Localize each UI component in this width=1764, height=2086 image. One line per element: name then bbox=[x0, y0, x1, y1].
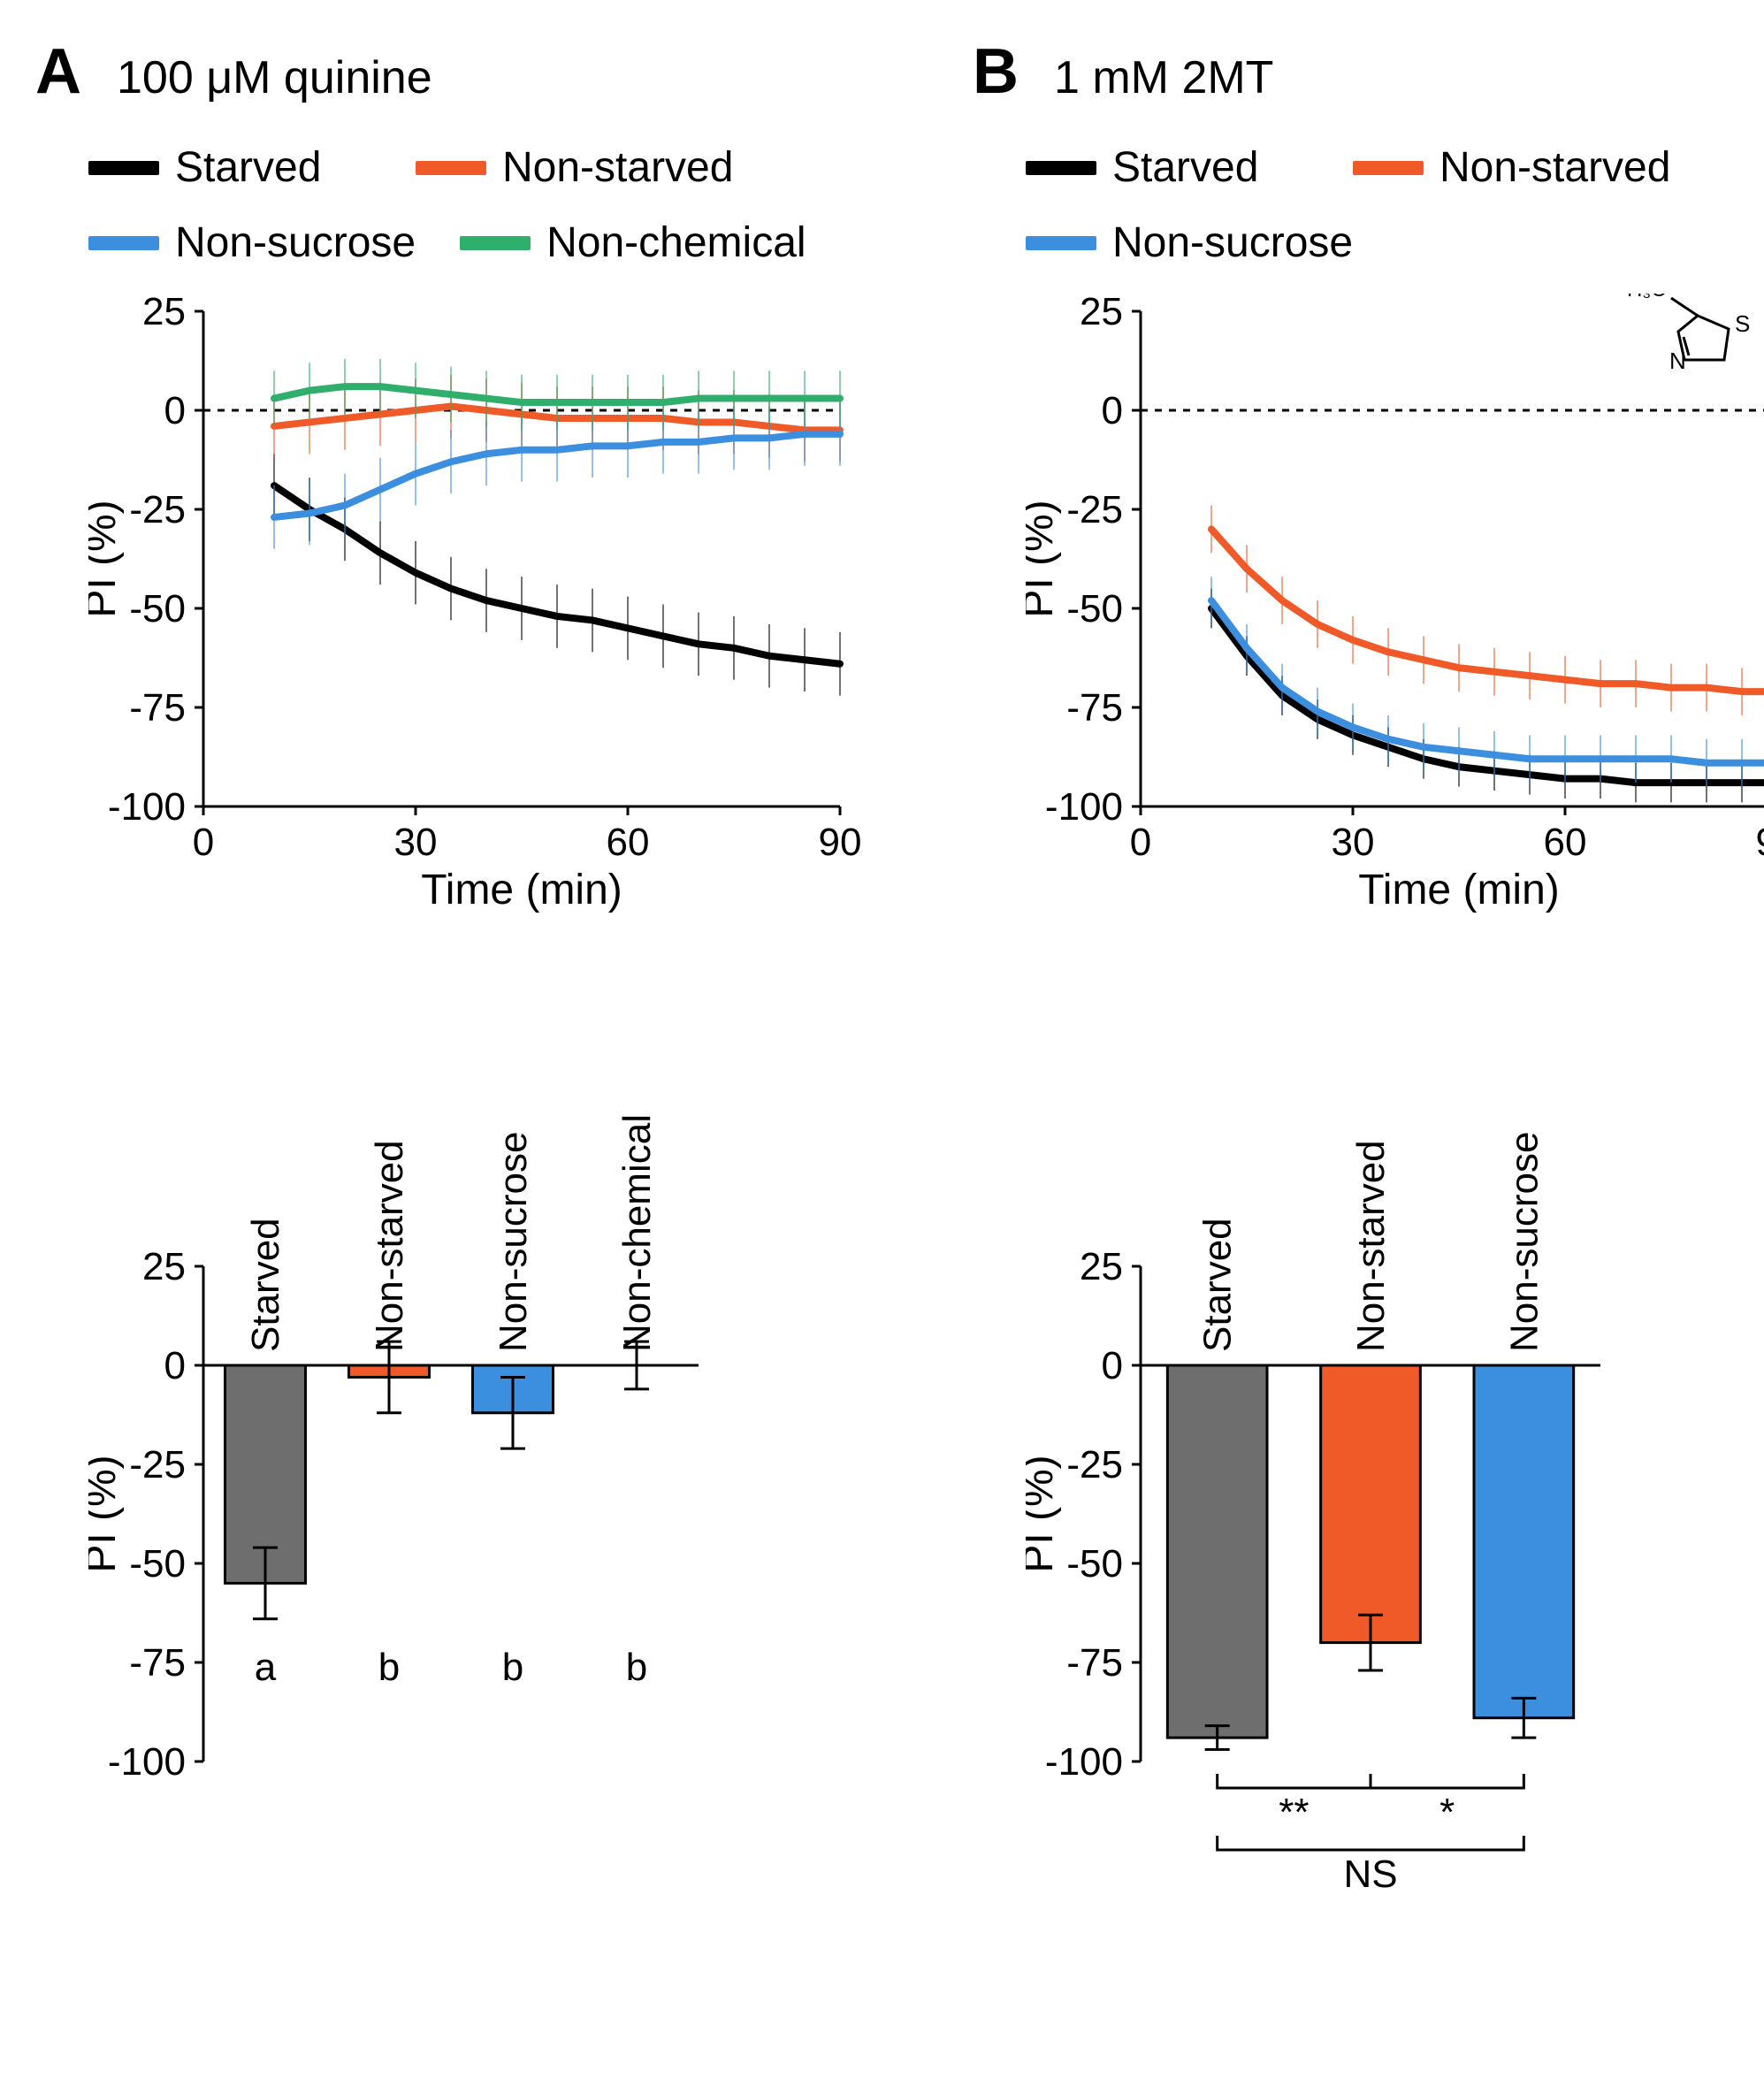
svg-text:-50: -50 bbox=[1066, 587, 1123, 630]
svg-text:-25: -25 bbox=[1066, 1443, 1123, 1486]
svg-text:Starved: Starved bbox=[244, 1218, 287, 1352]
svg-text:0: 0 bbox=[1130, 821, 1151, 864]
legend-swatch bbox=[460, 236, 531, 250]
legend-swatch bbox=[416, 161, 486, 175]
svg-text:Starved: Starved bbox=[1196, 1218, 1240, 1352]
svg-text:-75: -75 bbox=[1066, 686, 1123, 730]
panel-a-letter: A bbox=[35, 35, 81, 108]
legend-item: Non-starved bbox=[416, 143, 733, 192]
svg-text:-50: -50 bbox=[129, 1542, 186, 1586]
legend-swatch bbox=[88, 236, 159, 250]
svg-text:25: 25 bbox=[1080, 294, 1123, 333]
svg-text:**: ** bbox=[1279, 1791, 1309, 1834]
svg-text:PI (%): PI (%) bbox=[1026, 1455, 1062, 1572]
svg-text:-75: -75 bbox=[129, 686, 186, 730]
panel-a-legend: Starved Non-starved Non-sucrose Non-chemica… bbox=[88, 143, 867, 267]
svg-text:PI (%): PI (%) bbox=[88, 500, 125, 617]
svg-text:-50: -50 bbox=[1066, 1542, 1123, 1586]
panel-a-linechart: -100 -75 -50 -25 0 25 0 30 60 90 PI (%) Time (min) bbox=[88, 294, 867, 913]
legend-label: Non-starved bbox=[502, 143, 733, 192]
svg-text:60: 60 bbox=[1544, 821, 1587, 864]
svg-text:Non-chemical: Non-chemical bbox=[615, 1114, 659, 1352]
svg-text:30: 30 bbox=[1332, 821, 1375, 864]
svg-text:0: 0 bbox=[193, 821, 214, 864]
svg-text:NS: NS bbox=[1343, 1853, 1397, 1896]
legend-item: Non-starved bbox=[1353, 143, 1670, 192]
svg-text:90: 90 bbox=[819, 821, 862, 864]
svg-text:25: 25 bbox=[142, 294, 186, 333]
legend-label: Starved bbox=[175, 143, 321, 192]
legend-swatch bbox=[1026, 161, 1096, 175]
panel-b-linechart: -100 -75 -50 -25 0 25 0 30 60 90 PI (%) Time (min) S… bbox=[1026, 294, 1764, 913]
svg-text:-25: -25 bbox=[129, 1443, 186, 1486]
svg-text:b: b bbox=[626, 1646, 647, 1689]
panel-a-barchart: Starved a Non-starved b Non-sucrose b Non-chem… bbox=[88, 1019, 867, 1797]
legend-label: Non-sucrose bbox=[1112, 218, 1353, 267]
svg-text:25: 25 bbox=[142, 1245, 186, 1288]
panel-b-title: 1 mM 2MT bbox=[1054, 51, 1273, 104]
legend-item: Starved bbox=[1026, 143, 1309, 192]
panel-a-title: 100 μM quinine bbox=[117, 51, 432, 104]
svg-text:-100: -100 bbox=[108, 785, 186, 829]
svg-text:b: b bbox=[378, 1646, 400, 1689]
svg-text:-75: -75 bbox=[129, 1641, 186, 1685]
figure: A 100 μM quinine Starved Non-starved Non-s… bbox=[35, 35, 1729, 1921]
svg-text:0: 0 bbox=[164, 1344, 186, 1387]
legend-label: Non-chemical bbox=[546, 218, 806, 267]
legend-item: Non-sucrose bbox=[1026, 218, 1353, 267]
svg-text:a: a bbox=[255, 1646, 277, 1689]
svg-text:S: S bbox=[1735, 310, 1750, 337]
svg-text:0: 0 bbox=[1102, 1344, 1123, 1387]
svg-text:Non-sucrose: Non-sucrose bbox=[1502, 1132, 1546, 1352]
legend-swatch bbox=[1353, 161, 1424, 175]
legend-item: Non-chemical bbox=[460, 218, 806, 267]
svg-text:-100: -100 bbox=[108, 1740, 186, 1784]
svg-text:60: 60 bbox=[607, 821, 650, 864]
svg-text:Time (min): Time (min) bbox=[1358, 867, 1560, 913]
panel-a: A 100 μM quinine Starved Non-starved Non-s… bbox=[35, 35, 867, 1921]
svg-text:Non-sucrose: Non-sucrose bbox=[492, 1132, 535, 1352]
svg-text:-25: -25 bbox=[129, 488, 186, 531]
legend-swatch bbox=[88, 161, 159, 175]
legend-item: Non-sucrose bbox=[88, 218, 416, 267]
svg-text:-50: -50 bbox=[129, 587, 186, 630]
svg-text:0: 0 bbox=[1102, 389, 1123, 432]
panel-b-letter: B bbox=[973, 35, 1019, 108]
legend-label: Starved bbox=[1112, 143, 1258, 192]
svg-text:H₃C: H₃C bbox=[1627, 294, 1666, 302]
svg-text:30: 30 bbox=[394, 821, 438, 864]
panel-a-header: A 100 μM quinine bbox=[35, 35, 867, 108]
svg-text:PI (%): PI (%) bbox=[1026, 500, 1062, 617]
legend-item: Starved bbox=[88, 143, 371, 192]
svg-text:-75: -75 bbox=[1066, 1641, 1123, 1685]
svg-text:Time (min): Time (min) bbox=[421, 867, 622, 913]
panel-b-legend: Starved Non-starved Non-sucrose bbox=[1026, 143, 1764, 267]
svg-text:N: N bbox=[1669, 348, 1686, 374]
legend-label: Non-starved bbox=[1439, 143, 1670, 192]
panel-b-header: B 1 mM 2MT bbox=[973, 35, 1764, 108]
svg-text:-100: -100 bbox=[1045, 785, 1123, 829]
svg-text:90: 90 bbox=[1756, 821, 1764, 864]
svg-text:-25: -25 bbox=[1066, 488, 1123, 531]
svg-text:-100: -100 bbox=[1045, 1740, 1123, 1784]
legend-swatch bbox=[1026, 236, 1096, 250]
svg-text:Non-starved: Non-starved bbox=[1349, 1140, 1393, 1352]
svg-text:25: 25 bbox=[1080, 1245, 1123, 1288]
panel-b: B 1 mM 2MT Starved Non-starved Non-sucrose… bbox=[973, 35, 1764, 1921]
panel-b-barchart: Starved Non-starved Non-sucrose -100 -75 -50 -… bbox=[1026, 1019, 1764, 1921]
svg-text:Non-starved: Non-starved bbox=[368, 1140, 411, 1352]
svg-text:b: b bbox=[502, 1646, 523, 1689]
legend-label: Non-sucrose bbox=[175, 218, 416, 267]
svg-text:0: 0 bbox=[164, 389, 186, 432]
svg-text:*: * bbox=[1439, 1791, 1455, 1834]
svg-text:PI (%): PI (%) bbox=[88, 1455, 125, 1572]
